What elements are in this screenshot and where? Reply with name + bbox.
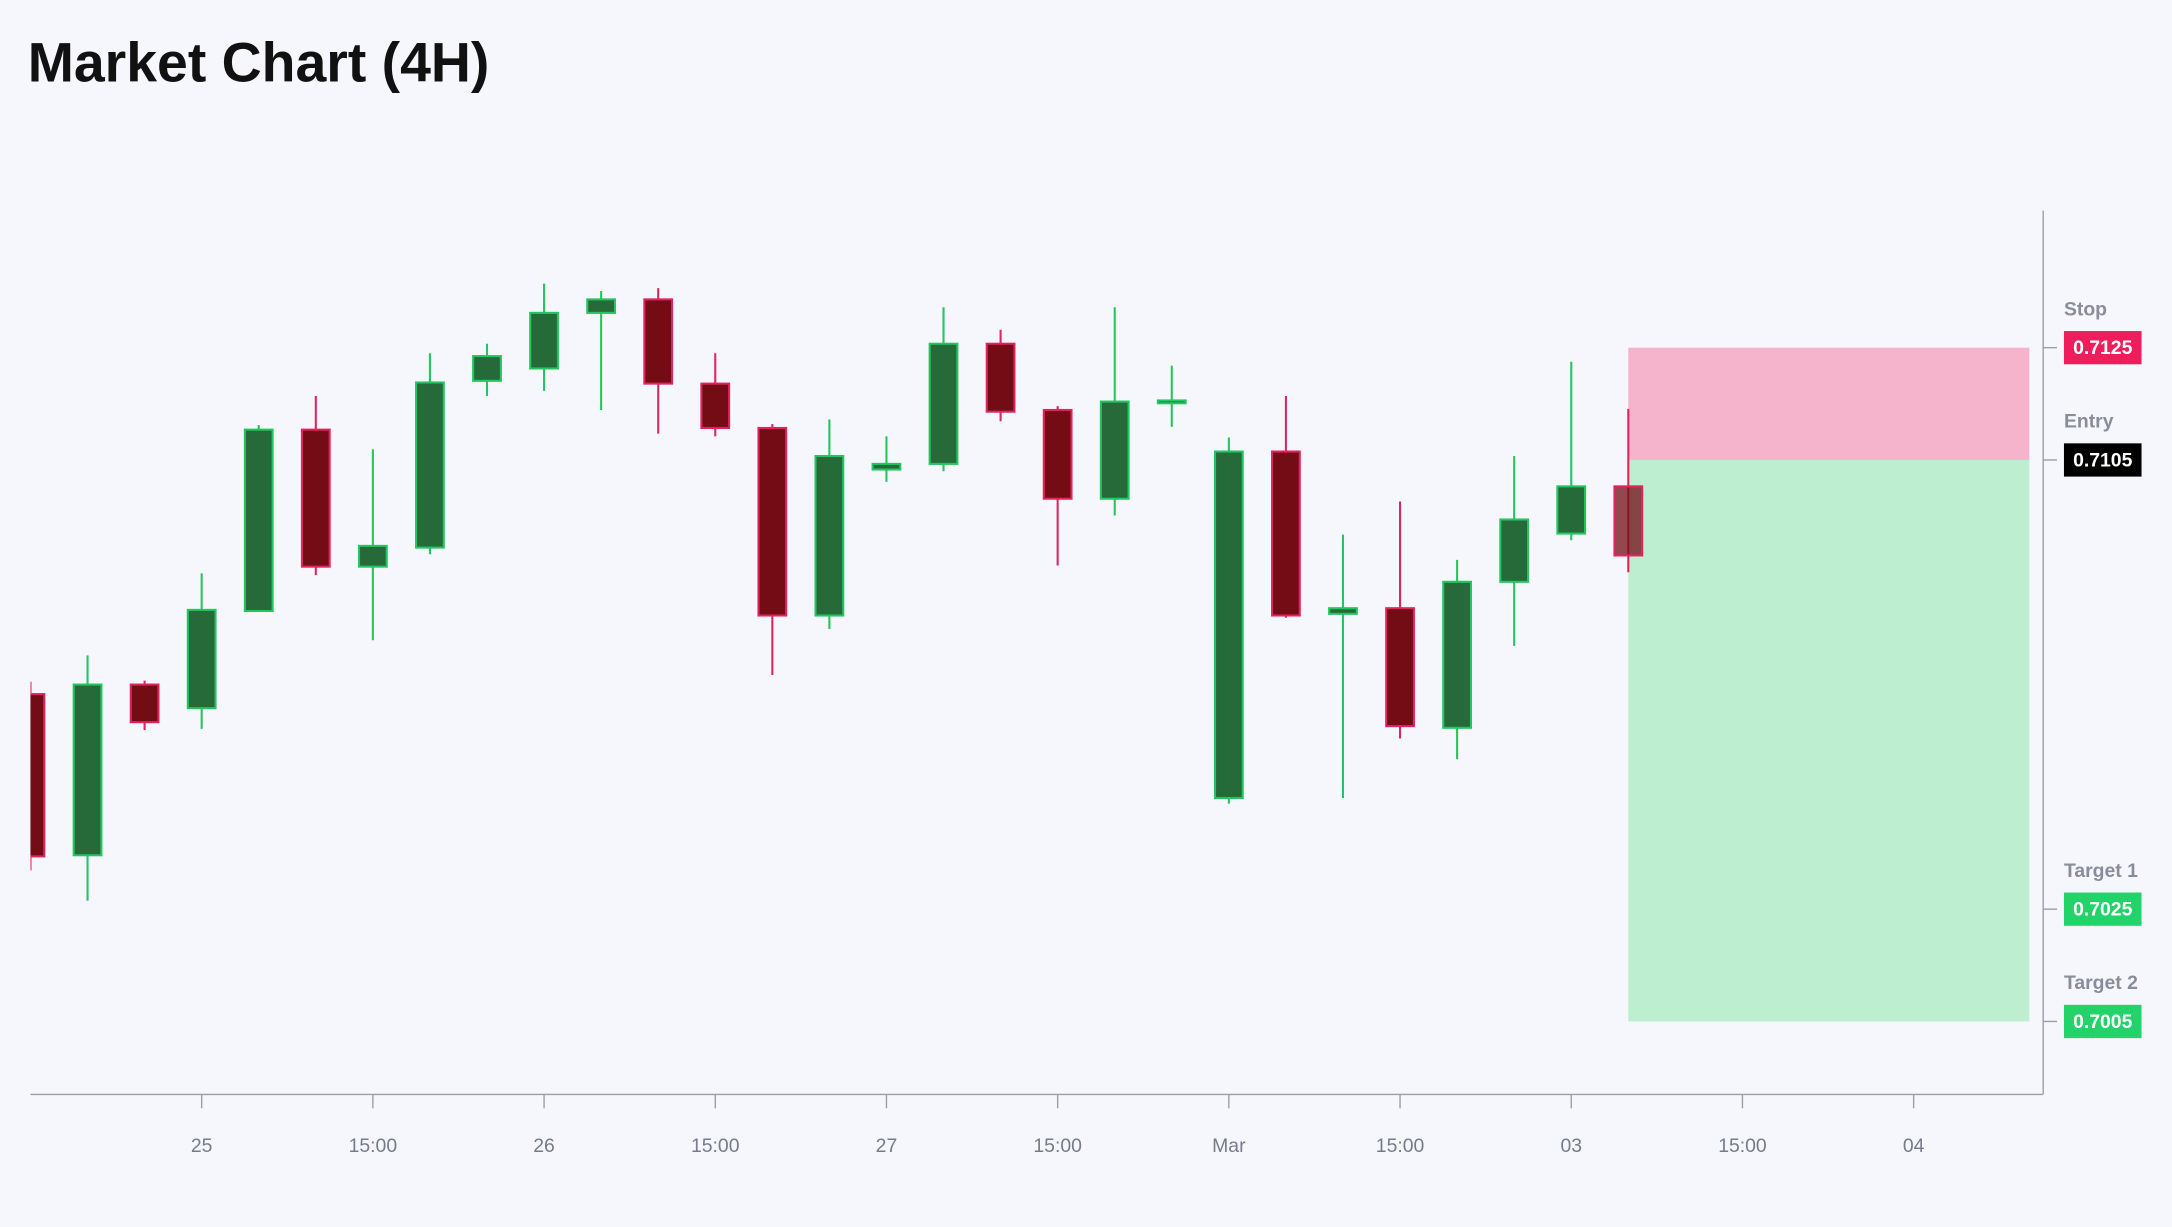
- candle-body: [871, 462, 902, 471]
- level-badge: [2063, 892, 2142, 926]
- candle-body: [1042, 408, 1073, 500]
- candle-body: [357, 544, 388, 568]
- candle-body: [928, 342, 959, 465]
- x-tick-label: 15:00: [691, 1135, 740, 1157]
- level-value: 0.7025: [2073, 899, 2132, 921]
- candle-body: [1385, 607, 1415, 728]
- candle-body: [472, 355, 502, 382]
- candle-body: [186, 608, 217, 710]
- x-tick-label: 04: [1903, 1135, 1925, 1157]
- candle-body: [1099, 400, 1130, 500]
- candle-body: [300, 428, 331, 568]
- level-value: 0.7125: [2073, 337, 2132, 359]
- candle-body: [72, 683, 103, 857]
- candle-body: [757, 426, 788, 617]
- candle-body: [129, 683, 160, 724]
- x-tick-label: 15:00: [1718, 1135, 1767, 1157]
- level-badge: [2063, 443, 2142, 477]
- candle-body: [643, 298, 674, 385]
- level-name: Stop: [2064, 298, 2107, 320]
- candle-body: [1442, 580, 1473, 729]
- candle-body: [1156, 399, 1187, 405]
- level-badge: [2063, 1004, 2142, 1039]
- candle-body: [1613, 485, 1644, 557]
- candle-body: [415, 381, 445, 549]
- plot-area: [30, 283, 2030, 1022]
- level-value: 0.7005: [2073, 1011, 2132, 1033]
- candle-body: [1271, 450, 1301, 617]
- reward-zone: [1628, 459, 2030, 1022]
- x-tick-label: 15:00: [349, 1135, 398, 1157]
- level-name: Target 1: [2064, 860, 2138, 882]
- x-tick-label: 26: [533, 1135, 555, 1157]
- level-value: 0.7105: [2073, 449, 2132, 471]
- candle-body: [1556, 485, 1587, 535]
- candle-body: [1213, 450, 1244, 800]
- x-tick-label: Mar: [1212, 1135, 1246, 1157]
- level-badge: [2063, 331, 2142, 365]
- x-tick-label: 15:00: [1033, 1135, 1082, 1157]
- chart-title: Market Chart (4H): [28, 31, 490, 93]
- x-tick-label: 25: [191, 1135, 213, 1157]
- risk-zone: [1628, 347, 2030, 460]
- candle-body: [586, 298, 617, 314]
- candle-body: [30, 693, 46, 858]
- candle-body: [814, 455, 845, 617]
- candle-body: [700, 382, 731, 430]
- x-tick-label: 27: [876, 1135, 898, 1157]
- x-tick-label: 15:00: [1376, 1135, 1425, 1157]
- candle-body: [1499, 518, 1530, 583]
- level-name: Entry: [2064, 411, 2114, 433]
- candle-body: [985, 342, 1016, 413]
- x-tick-label: 03: [1560, 1135, 1582, 1157]
- candle-body: [529, 311, 559, 370]
- level-name: Target 2: [2064, 972, 2138, 994]
- candle-body: [1328, 607, 1358, 615]
- candle-body: [243, 428, 274, 613]
